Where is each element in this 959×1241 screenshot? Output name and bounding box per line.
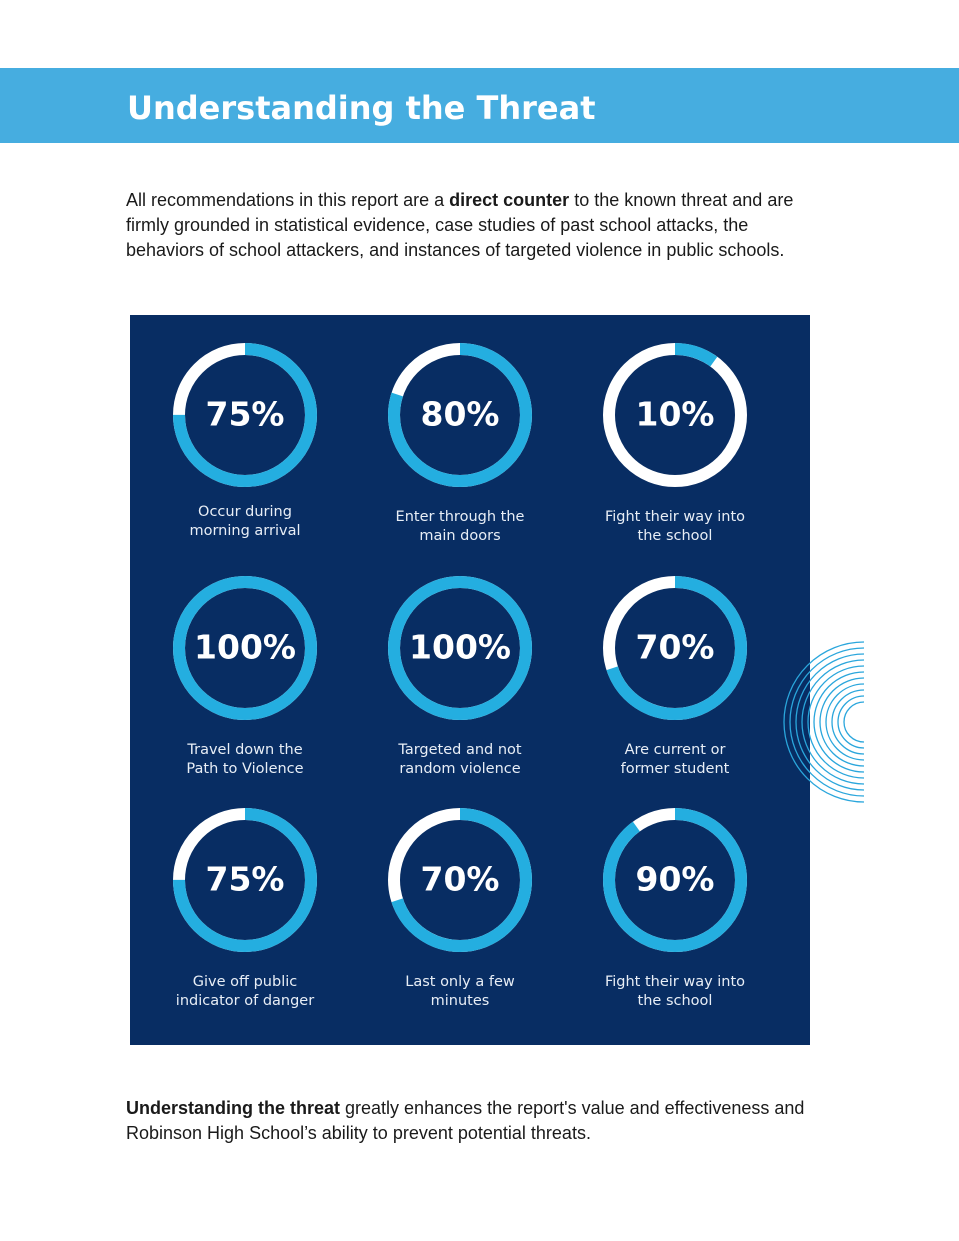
ring-fill — [388, 808, 532, 952]
caption-line: former student — [620, 761, 730, 777]
caption-line: morning arrival — [189, 523, 301, 539]
ring-fill — [603, 576, 747, 720]
caption-line: Travel down the — [187, 742, 303, 758]
caption-line: random violence — [399, 761, 521, 777]
caption-line: Are current or — [624, 742, 726, 758]
intro-text-start: All recommendations in this report are a — [126, 190, 450, 210]
ring-fill — [173, 343, 317, 487]
donut-chart: 75% — [173, 343, 317, 487]
caption-line: Enter through the — [395, 509, 525, 525]
outro-emphasis: Understanding the threat — [126, 1098, 341, 1118]
stat-card: 75% Give off public indicator of danger — [145, 805, 345, 1015]
donut-chart: 70% — [388, 808, 532, 952]
caption-line: indicator of danger — [175, 993, 315, 1009]
stat-caption: Are current or former student — [575, 741, 775, 779]
donut-chart: 75% — [173, 808, 317, 952]
caption-line: Last only a few — [405, 974, 515, 990]
caption-line: minutes — [430, 993, 490, 1009]
stat-caption: Targeted and not random violence — [360, 741, 560, 779]
donut-chart: 80% — [388, 343, 532, 487]
stat-percent: 70% — [636, 628, 715, 667]
caption-line: the school — [637, 993, 713, 1009]
ring-fill — [173, 576, 317, 720]
donut-chart: 70% — [603, 576, 747, 720]
ring-fill — [388, 576, 532, 720]
caption-line: Fight their way into — [604, 974, 746, 990]
caption-line: Path to Violence — [186, 761, 304, 777]
stat-card: 80% Enter through the main doors — [360, 340, 560, 550]
intro-emphasis: direct counter — [449, 190, 570, 210]
stat-percent: 100% — [194, 628, 296, 667]
stat-caption: Give off public indicator of danger — [145, 973, 345, 1011]
outro-text: greatly enhances the report's value and … — [126, 1098, 805, 1143]
stat-percent: 75% — [206, 395, 285, 434]
stat-percent: 75% — [206, 860, 285, 899]
caption-line: Fight their way into — [604, 509, 746, 525]
stat-percent: 100% — [409, 628, 511, 667]
stat-card: 100% Targeted and not random violence — [360, 573, 560, 783]
caption-line: Occur during — [198, 504, 292, 520]
donut-chart: 10% — [603, 343, 747, 487]
donut-chart: 100% — [173, 576, 317, 720]
page-title: Understanding the Threat — [127, 89, 596, 127]
stat-caption: Fight their way into the school — [575, 973, 775, 1011]
stat-card: 75% Occur during morning arrival — [145, 340, 345, 550]
caption-line: Give off public — [192, 974, 298, 990]
ring-fill — [173, 808, 317, 952]
decorative-arcs — [783, 641, 864, 803]
intro-paragraph: All recommendations in this report are a… — [126, 188, 816, 263]
stat-caption: Fight their way into the school — [575, 508, 775, 546]
stat-percent: 90% — [636, 860, 715, 899]
stat-card: 10% Fight their way into the school — [575, 340, 775, 550]
caption-line: Targeted and not — [398, 742, 522, 758]
donut-chart: 100% — [388, 576, 532, 720]
caption-line: main doors — [419, 528, 501, 544]
stat-caption: Last only a few minutes — [360, 973, 560, 1011]
intro-text-end: to the known threat and are firmly groun… — [126, 190, 794, 260]
ring-fill — [603, 808, 747, 952]
ring-fill — [388, 343, 532, 487]
title-banner: Understanding the Threat — [0, 68, 959, 143]
stat-percent: 70% — [421, 860, 500, 899]
stat-percent: 80% — [421, 395, 500, 434]
stat-percent: 10% — [636, 395, 715, 434]
stat-caption: Enter through the main doors — [360, 508, 560, 546]
stat-caption: Occur during morning arrival — [145, 503, 345, 541]
stat-card: 70% Last only a few minutes — [360, 805, 560, 1015]
stat-card: 70% Are current or former student — [575, 573, 775, 783]
stat-card: 90% Fight their way into the school — [575, 805, 775, 1015]
donut-chart: 90% — [603, 808, 747, 952]
ring-fill — [603, 343, 747, 487]
caption-line: the school — [637, 528, 713, 544]
stat-card: 100% Travel down the Path to Violence — [145, 573, 345, 783]
closing-paragraph: Understanding the threat greatly enhance… — [126, 1096, 816, 1146]
stat-caption: Travel down the Path to Violence — [145, 741, 345, 779]
statistics-panel: 75% Occur during morning arrival 80% Ente… — [130, 315, 810, 1045]
